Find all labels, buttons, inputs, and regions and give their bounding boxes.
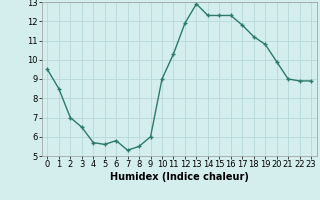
X-axis label: Humidex (Indice chaleur): Humidex (Indice chaleur) bbox=[110, 172, 249, 182]
